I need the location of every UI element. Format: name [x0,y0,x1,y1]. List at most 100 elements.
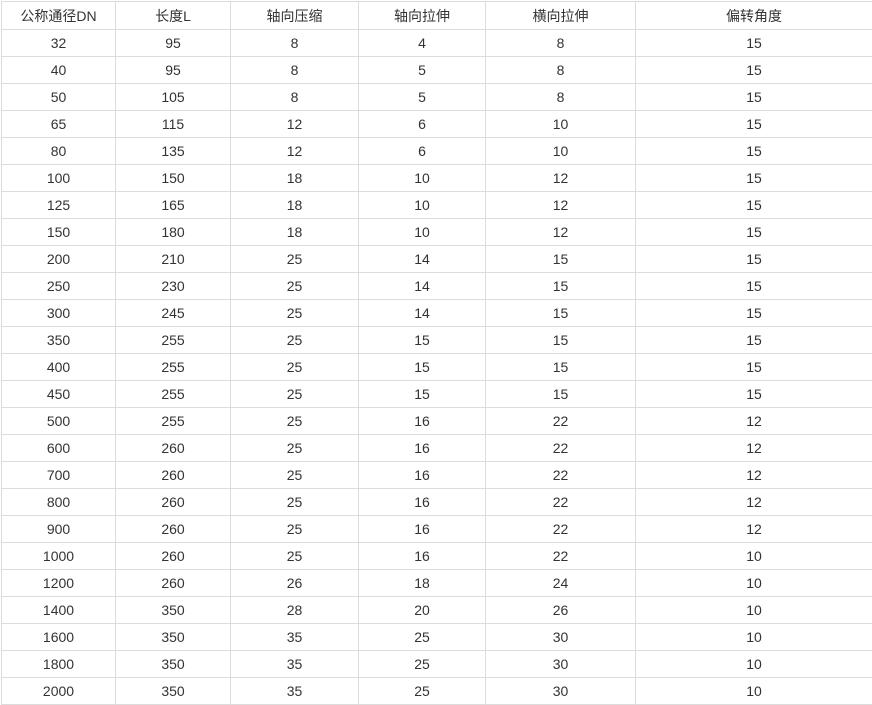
table-row: 1800 350 35 25 30 10 [1,650,872,678]
table-cell: 16 [358,488,486,516]
table-cell: 1800 [1,650,116,678]
table-cell: 8 [230,29,359,57]
column-header: 横向拉伸 [485,1,636,30]
table-cell: 8 [230,83,359,111]
table-row: 65 115 12 6 10 15 [1,110,872,138]
table-row: 700 260 25 16 22 12 [1,461,872,489]
table-cell: 95 [115,29,231,57]
table-cell: 115 [115,110,231,138]
table-cell: 15 [635,164,872,192]
table-cell: 25 [358,677,486,705]
table-cell: 25 [230,380,359,408]
table-row: 500 255 25 16 22 12 [1,407,872,435]
table-cell: 12 [635,461,872,489]
table-cell: 1600 [1,623,116,651]
table-cell: 22 [485,461,636,489]
table-cell: 15 [485,299,636,327]
table-cell: 22 [485,542,636,570]
table-cell: 15 [485,245,636,273]
table-row: 900 260 25 16 22 12 [1,515,872,543]
table-cell: 250 [1,272,116,300]
table-cell: 25 [358,623,486,651]
table-cell: 15 [635,137,872,165]
table-cell: 135 [115,137,231,165]
table-cell: 12 [230,137,359,165]
table-head: 公称通径DN 长度L 轴向压缩 轴向拉伸 横向拉伸 偏转角度 [1,1,872,30]
table-cell: 260 [115,488,231,516]
table-cell: 105 [115,83,231,111]
table-cell: 22 [485,434,636,462]
table-cell: 50 [1,83,116,111]
table-cell: 16 [358,434,486,462]
table-cell: 18 [358,569,486,597]
table-cell: 165 [115,191,231,219]
table-cell: 350 [115,650,231,678]
table-cell: 12 [485,218,636,246]
table-cell: 22 [485,515,636,543]
table-cell: 125 [1,191,116,219]
table-cell: 15 [485,326,636,354]
table-cell: 25 [230,326,359,354]
column-header: 长度L [115,1,231,30]
table-cell: 10 [635,569,872,597]
column-header: 轴向压缩 [230,1,359,30]
table-cell: 260 [115,461,231,489]
table-cell: 18 [230,164,359,192]
table-cell: 300 [1,299,116,327]
table-cell: 8 [485,29,636,57]
table-cell: 32 [1,29,116,57]
table-cell: 15 [635,29,872,57]
table-cell: 80 [1,137,116,165]
table-cell: 15 [358,326,486,354]
table-cell: 12 [230,110,359,138]
table-cell: 200 [1,245,116,273]
table-cell: 25 [230,353,359,381]
table-cell: 16 [358,515,486,543]
table-cell: 8 [485,56,636,84]
table-cell: 2000 [1,677,116,705]
table-cell: 16 [358,542,486,570]
table-cell: 10 [635,623,872,651]
table-cell: 15 [635,218,872,246]
table-cell: 15 [635,83,872,111]
table-cell: 12 [485,191,636,219]
table-cell: 16 [358,461,486,489]
table-row: 80 135 12 6 10 15 [1,137,872,165]
table-cell: 1200 [1,569,116,597]
table-cell: 25 [230,461,359,489]
table-cell: 65 [1,110,116,138]
table-cell: 15 [635,56,872,84]
table-cell: 4 [358,29,486,57]
table-cell: 15 [485,272,636,300]
table-cell: 5 [358,83,486,111]
table-cell: 22 [485,488,636,516]
table-cell: 8 [230,56,359,84]
table-cell: 15 [635,191,872,219]
table-cell: 15 [635,353,872,381]
table-cell: 255 [115,326,231,354]
table-cell: 30 [485,677,636,705]
table-cell: 450 [1,380,116,408]
table-cell: 12 [485,164,636,192]
table-row: 1000 260 25 16 22 10 [1,542,872,570]
table-row: 40 95 8 5 8 15 [1,56,872,84]
table-cell: 12 [635,515,872,543]
table-cell: 6 [358,110,486,138]
table-cell: 400 [1,353,116,381]
table-cell: 210 [115,245,231,273]
table-cell: 5 [358,56,486,84]
table-cell: 10 [635,542,872,570]
table-cell: 10 [635,596,872,624]
table-cell: 150 [1,218,116,246]
table-cell: 15 [635,380,872,408]
table-cell: 25 [358,650,486,678]
table-cell: 14 [358,245,486,273]
table-body: 32 95 8 4 8 15 40 95 8 5 8 15 50 105 8 5 8 15 65 115 12 6 10 15… [1,29,872,705]
table-row: 1200 260 26 18 24 10 [1,569,872,597]
table-cell: 350 [1,326,116,354]
table-cell: 600 [1,434,116,462]
table-cell: 15 [358,353,486,381]
table-cell: 15 [635,110,872,138]
table-cell: 35 [230,677,359,705]
table-cell: 10 [635,650,872,678]
